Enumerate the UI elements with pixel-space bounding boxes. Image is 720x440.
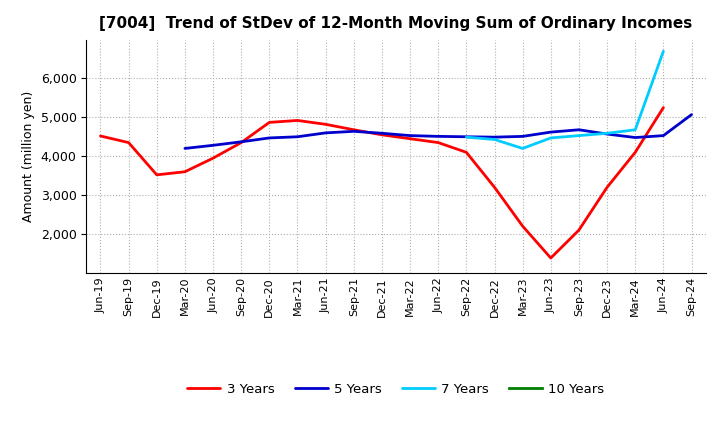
- 3 Years: [153, 172, 161, 177]
- 5 Years: [377, 131, 386, 136]
- 7 Years: [518, 146, 527, 151]
- 3 Years: [321, 122, 330, 127]
- 5 Years: [687, 112, 696, 117]
- 5 Years: [546, 129, 555, 135]
- 3 Years: [490, 185, 499, 190]
- 3 Years: [293, 118, 302, 123]
- Line: 7 Years: 7 Years: [467, 51, 663, 148]
- 5 Years: [603, 132, 611, 137]
- 3 Years: [434, 140, 443, 145]
- 5 Years: [659, 133, 667, 138]
- 5 Years: [631, 135, 639, 140]
- 7 Years: [603, 131, 611, 136]
- 7 Years: [659, 49, 667, 54]
- Line: 5 Years: 5 Years: [185, 114, 691, 148]
- 3 Years: [575, 227, 583, 233]
- 5 Years: [181, 146, 189, 151]
- 7 Years: [631, 127, 639, 132]
- 3 Years: [181, 169, 189, 174]
- 3 Years: [377, 132, 386, 137]
- 5 Years: [209, 143, 217, 148]
- 3 Years: [209, 155, 217, 161]
- 3 Years: [546, 255, 555, 260]
- 5 Years: [434, 134, 443, 139]
- 5 Years: [462, 134, 471, 139]
- 5 Years: [237, 139, 246, 144]
- 3 Years: [462, 150, 471, 155]
- 5 Years: [321, 130, 330, 136]
- 3 Years: [603, 185, 611, 190]
- 5 Years: [293, 134, 302, 139]
- 3 Years: [631, 150, 639, 155]
- 3 Years: [237, 140, 246, 145]
- Y-axis label: Amount (million yen): Amount (million yen): [22, 91, 35, 222]
- 3 Years: [406, 136, 415, 141]
- 3 Years: [349, 127, 358, 132]
- 3 Years: [96, 133, 105, 139]
- 3 Years: [125, 140, 133, 145]
- 7 Years: [575, 133, 583, 138]
- 5 Years: [518, 134, 527, 139]
- Legend: 3 Years, 5 Years, 7 Years, 10 Years: 3 Years, 5 Years, 7 Years, 10 Years: [182, 378, 610, 401]
- 3 Years: [518, 224, 527, 229]
- 5 Years: [490, 135, 499, 140]
- 5 Years: [406, 133, 415, 138]
- Title: [7004]  Trend of StDev of 12-Month Moving Sum of Ordinary Incomes: [7004] Trend of StDev of 12-Month Moving…: [99, 16, 693, 32]
- 5 Years: [349, 128, 358, 134]
- 7 Years: [490, 137, 499, 142]
- 7 Years: [546, 135, 555, 140]
- 7 Years: [462, 135, 471, 140]
- 3 Years: [265, 120, 274, 125]
- 3 Years: [659, 105, 667, 110]
- Line: 3 Years: 3 Years: [101, 108, 663, 258]
- 5 Years: [575, 127, 583, 132]
- 5 Years: [265, 135, 274, 140]
